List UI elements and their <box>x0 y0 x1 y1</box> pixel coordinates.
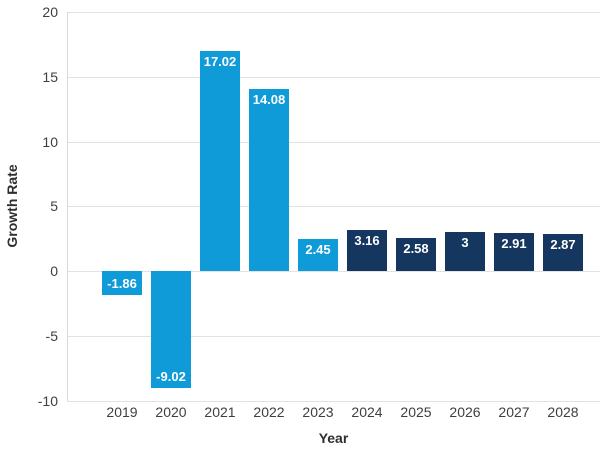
bar-value-label: -9.02 <box>156 368 186 384</box>
y-tick-label: 5 <box>50 198 58 215</box>
bar-value-label: 17.02 <box>203 53 237 69</box>
bar-value-label: -1.86 <box>107 276 137 292</box>
y-tick-label: -5 <box>45 327 58 344</box>
bar <box>102 271 142 296</box>
bar <box>445 232 485 271</box>
x-axis-title: Year <box>318 430 349 446</box>
x-tick-label: 2020 <box>155 404 187 420</box>
x-tick-label: 2025 <box>400 404 432 420</box>
y-tick-label: -10 <box>37 392 58 409</box>
bar <box>347 230 387 271</box>
x-tick-label: 2019 <box>106 404 138 420</box>
gridline <box>67 335 600 337</box>
x-tick-label: 2027 <box>498 404 530 420</box>
y-tick-label: 0 <box>50 263 58 279</box>
x-tick-label: 2021 <box>204 404 236 420</box>
y-tick-label: 20 <box>42 4 58 20</box>
bar <box>200 50 240 271</box>
bar <box>494 233 534 271</box>
gridline <box>67 12 600 13</box>
bar-value-label: 3 <box>461 235 469 251</box>
gridline <box>67 271 600 272</box>
y-axis-line <box>67 12 68 401</box>
gridline <box>67 206 600 208</box>
bar <box>151 271 191 388</box>
y-tick-label: 10 <box>42 133 58 150</box>
x-tick-label: 2026 <box>449 404 481 420</box>
bar <box>298 239 338 271</box>
bar-value-label: 2.45 <box>305 242 331 258</box>
x-tick-label: 2024 <box>351 404 383 420</box>
bar-value-label: 2.91 <box>501 236 527 252</box>
bar-value-label: 2.58 <box>403 240 429 256</box>
x-tick-label: 2028 <box>547 404 579 420</box>
x-tick-label: 2023 <box>302 404 334 420</box>
bar-value-label: 2.87 <box>550 236 576 252</box>
y-tick-label: 15 <box>42 68 58 85</box>
gridline <box>67 76 600 78</box>
gridline <box>67 400 600 402</box>
bar <box>396 237 436 271</box>
bar <box>249 88 289 271</box>
bar-value-label: 3.16 <box>354 233 380 249</box>
x-tick-label: 2022 <box>253 404 285 420</box>
bar-value-label: 14.08 <box>252 91 286 107</box>
gridline <box>67 141 600 143</box>
bar <box>543 233 583 271</box>
